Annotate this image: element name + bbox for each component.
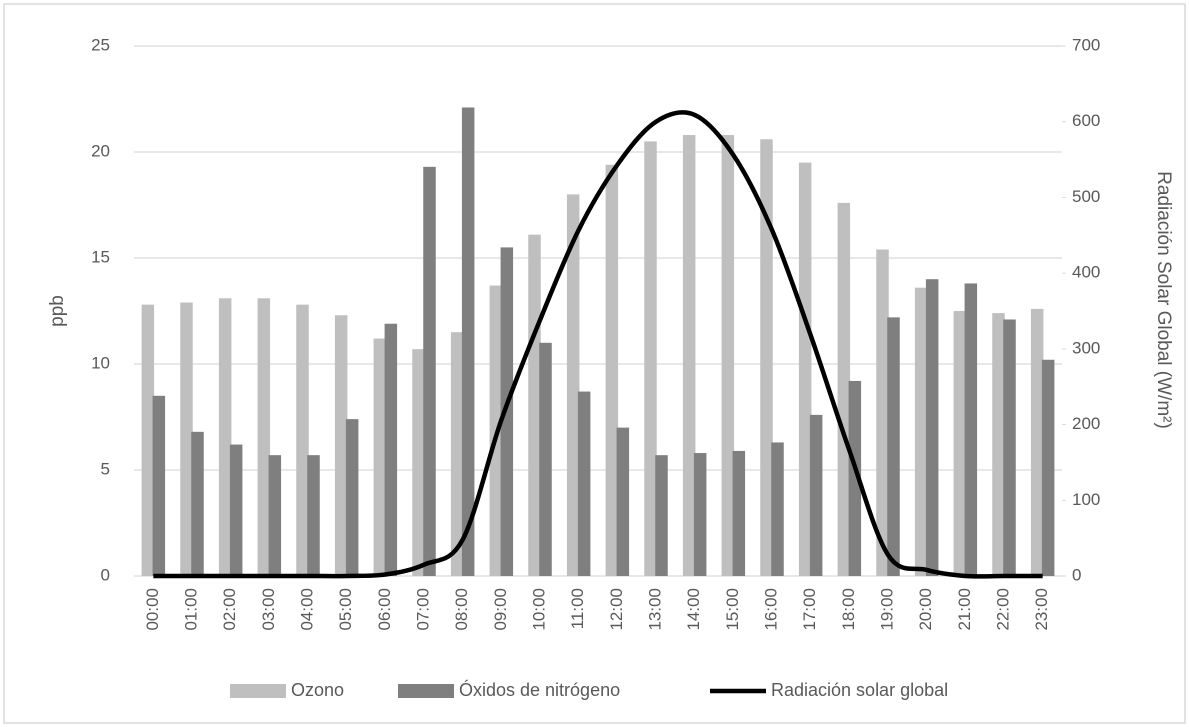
x-tick-label: 09:00 bbox=[491, 588, 510, 631]
x-tick-label: 00:00 bbox=[143, 588, 162, 631]
y-axis-label: ppb bbox=[47, 295, 68, 327]
line bbox=[153, 110, 1043, 579]
bar bbox=[1003, 319, 1016, 576]
bar bbox=[992, 313, 1005, 576]
bar bbox=[964, 283, 978, 576]
y-tick-label: 5 bbox=[101, 459, 110, 478]
bar bbox=[566, 194, 580, 576]
x-tick-label: 13:00 bbox=[645, 588, 664, 631]
legend-swatch bbox=[398, 684, 454, 698]
x-tick-label: 01:00 bbox=[181, 588, 200, 631]
x-tick-label: 11:00 bbox=[568, 588, 587, 629]
bar bbox=[616, 427, 630, 576]
legend-swatch bbox=[230, 684, 286, 698]
bar bbox=[180, 302, 193, 576]
bar bbox=[655, 455, 668, 576]
x-tick-label: 22:00 bbox=[993, 588, 1012, 631]
y2-tick-label: 300 bbox=[1072, 338, 1100, 357]
y2-tick-label: 500 bbox=[1072, 187, 1100, 206]
x-tick-label: 15:00 bbox=[723, 588, 742, 631]
bar bbox=[384, 323, 398, 576]
y-tick-label: 10 bbox=[91, 353, 110, 372]
bar bbox=[307, 455, 320, 576]
x-tick-label: 21:00 bbox=[955, 588, 974, 631]
y2-axis-label: Radiación Solar Global (W/m²) bbox=[1153, 171, 1174, 429]
bar bbox=[914, 287, 928, 576]
x-tick-label: 05:00 bbox=[336, 588, 355, 631]
bar bbox=[1041, 359, 1055, 576]
bar bbox=[1030, 308, 1044, 576]
legend-label: Radiación solar global bbox=[771, 680, 948, 700]
bar bbox=[334, 315, 348, 576]
y2-tick-label: 400 bbox=[1072, 263, 1100, 282]
bar bbox=[461, 107, 475, 576]
x-tick-label: 23:00 bbox=[1032, 588, 1051, 631]
y-tick-label: 20 bbox=[91, 141, 110, 160]
bar bbox=[760, 139, 773, 576]
bar bbox=[539, 342, 552, 576]
x-tick-label: 20:00 bbox=[916, 588, 935, 631]
y-tick-label: 25 bbox=[91, 35, 110, 54]
y2-tick-label: 200 bbox=[1072, 414, 1100, 433]
x-tick-label: 03:00 bbox=[259, 588, 278, 631]
bar bbox=[693, 453, 707, 576]
bar bbox=[229, 444, 243, 576]
y-tick-label: 15 bbox=[91, 247, 110, 266]
y2-tick-label: 100 bbox=[1072, 490, 1100, 509]
bar bbox=[809, 414, 823, 576]
x-tick-label: 14:00 bbox=[684, 588, 703, 631]
bar bbox=[644, 141, 657, 576]
bar bbox=[953, 311, 967, 576]
legend-label: Ozono bbox=[291, 680, 344, 700]
bar bbox=[732, 450, 746, 576]
bar bbox=[500, 247, 514, 576]
x-tick-label: 04:00 bbox=[297, 588, 316, 631]
bar bbox=[605, 164, 619, 576]
bar bbox=[257, 298, 271, 576]
x-tick-label: 12:00 bbox=[607, 588, 626, 631]
bar bbox=[876, 249, 889, 576]
bar bbox=[141, 304, 155, 576]
bar bbox=[218, 298, 232, 576]
bar bbox=[577, 391, 591, 576]
bar bbox=[925, 279, 939, 576]
bar bbox=[412, 349, 425, 576]
bar bbox=[771, 442, 784, 576]
bar bbox=[798, 162, 812, 576]
bar bbox=[682, 135, 696, 577]
bar bbox=[450, 332, 464, 576]
bar bbox=[345, 419, 359, 576]
bar bbox=[721, 135, 735, 577]
x-tick-label: 18:00 bbox=[839, 588, 858, 631]
x-tick-label: 02:00 bbox=[220, 588, 239, 631]
bar bbox=[373, 338, 387, 576]
x-tick-label: 06:00 bbox=[375, 588, 394, 631]
bar bbox=[887, 317, 900, 576]
x-tick-label: 07:00 bbox=[413, 588, 432, 631]
x-tick-label: 10:00 bbox=[529, 588, 548, 631]
y2-tick-label: 0 bbox=[1072, 565, 1081, 584]
bar bbox=[423, 166, 436, 576]
x-tick-label: 16:00 bbox=[761, 588, 780, 631]
bar bbox=[268, 455, 282, 576]
bar bbox=[152, 395, 166, 576]
legend-label: Óxidos de nitrógeno bbox=[459, 679, 620, 700]
bar bbox=[848, 380, 862, 576]
y-tick-label: 0 bbox=[101, 565, 110, 584]
x-tick-label: 19:00 bbox=[877, 588, 896, 631]
x-tick-label: 08:00 bbox=[452, 588, 471, 631]
bar bbox=[837, 202, 851, 576]
bar bbox=[296, 304, 309, 576]
bar bbox=[191, 431, 204, 576]
x-tick-label: 17:00 bbox=[800, 588, 819, 631]
y2-tick-label: 600 bbox=[1072, 111, 1100, 130]
y2-tick-label: 700 bbox=[1072, 35, 1100, 54]
bar bbox=[528, 234, 541, 576]
